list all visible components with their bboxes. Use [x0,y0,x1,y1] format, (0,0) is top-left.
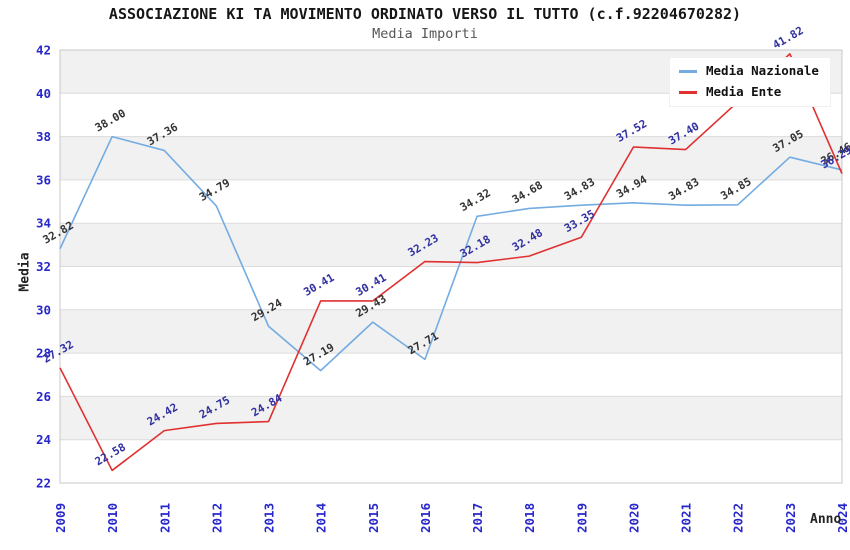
x-tick-label: 2022 [731,503,746,533]
chart-title: ASSOCIAZIONE KI TA MOVIMENTO ORDINATO VE… [108,5,742,23]
x-tick-label: 2014 [314,503,329,533]
y-tick-label: 36 [36,172,51,187]
x-tick-label: 2023 [783,503,798,533]
x-tick-label: 2013 [262,503,277,533]
value-label: 22.58 [93,441,128,469]
series-line-media-nazionale [59,135,843,372]
x-tick-label: 2010 [105,503,120,533]
legend-line-swatch-nazionale [679,69,697,73]
plot-band [60,136,842,180]
legend-item-media-nazionale: Media Nazionale [679,64,819,78]
value-label: 30.41 [353,271,389,299]
y-tick-label: 38 [36,129,51,144]
x-tick-label: 2019 [574,503,589,533]
x-tick-label: 2012 [209,503,224,533]
legend-item-media-ente: Media Ente [679,85,819,99]
legend-label-nazionale: Media Nazionale [706,63,819,78]
value-label: 34.32 [458,186,493,214]
legend-line-swatch-ente [679,90,697,94]
y-tick-label: 30 [36,302,51,317]
value-label: 34.68 [510,179,545,207]
x-tick-label: 2009 [53,503,68,533]
plot-band [60,309,842,354]
x-axis-title: Anno [810,512,842,527]
y-tick-label: 34 [36,216,51,231]
value-label: 38.00 [93,107,128,135]
y-tick-label: 28 [36,346,51,361]
x-tick-label: 2015 [366,503,381,533]
x-tick-label: 2016 [418,503,433,533]
plot-band [60,396,842,440]
x-tick-label: 2020 [626,503,641,533]
plot-border [59,49,843,484]
y-axis-title: Media [17,252,33,292]
y-tick-label: 22 [36,476,51,491]
y-tick-label: 42 [36,43,51,58]
legend: Media Nazionale Media Ente [669,57,831,107]
plot-band [60,223,842,267]
y-tick-label: 32 [36,259,51,274]
legend-label-ente: Media Ente [706,84,782,99]
series-line-media-ente [59,53,843,472]
x-tick-label: 2011 [157,503,172,533]
value-label: 30.41 [301,271,337,299]
chart-subtitle: Media Importi [372,26,478,42]
x-tick-label: 2018 [522,503,537,533]
y-tick-label: 24 [36,432,51,447]
y-tick-label: 40 [36,86,51,101]
x-tick-label: 2021 [679,503,694,533]
x-tick-label: 2024 [835,503,850,533]
value-label: 27.32 [41,338,76,366]
y-tick-label: 26 [36,389,51,404]
x-tick-label: 2017 [470,503,485,533]
